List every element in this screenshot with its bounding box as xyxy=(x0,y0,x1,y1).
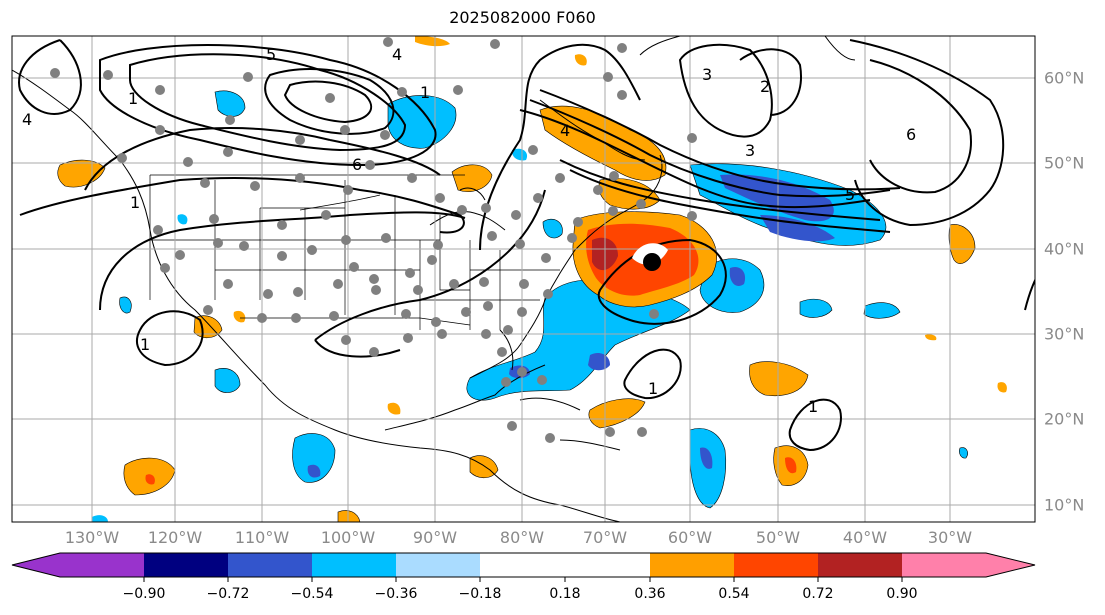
coastlines xyxy=(12,36,856,522)
storm-center-marker xyxy=(632,243,668,271)
colorbar-tick-label: −0.54 xyxy=(290,586,334,602)
lat-label: 60°N xyxy=(1044,68,1085,88)
contour-label: 5 xyxy=(845,185,855,204)
lon-label: 130°W xyxy=(64,528,120,547)
lon-label: 80°W xyxy=(499,528,545,547)
colorbar-tick-label: 0.18 xyxy=(549,586,581,602)
lon-label: 50°W xyxy=(755,528,801,547)
contour-label-group: 1 4 1 5 4 6 1 3 2 6 5 3 1 1 1 4 xyxy=(22,45,916,416)
contour-label: 1 xyxy=(130,193,140,212)
contour-label: 1 xyxy=(808,397,818,416)
colorbar-tick-label: 0.54 xyxy=(718,586,750,602)
colorbar-extend-low xyxy=(12,553,60,577)
contour-label: 1 xyxy=(128,89,138,108)
colorbar-tick-label: 0.36 xyxy=(634,586,666,602)
colorbar-tick-label: −0.18 xyxy=(458,586,502,602)
contour-label: 6 xyxy=(352,155,362,174)
colorbar-tick-label: −0.90 xyxy=(122,586,166,602)
colorbar-tick-label: −0.72 xyxy=(206,586,250,602)
colorbar-tick-label: 0.90 xyxy=(886,586,918,602)
contour-label: 1 xyxy=(140,335,150,354)
lon-label: 120°W xyxy=(147,528,203,547)
contour-label: 1 xyxy=(648,379,658,398)
lat-label: 40°N xyxy=(1044,239,1085,259)
contour-label: 3 xyxy=(702,65,712,84)
contour-label: 1 xyxy=(420,83,430,102)
lon-label: 60°W xyxy=(667,528,713,547)
contour-label: 5 xyxy=(266,45,276,64)
map-background xyxy=(12,36,1035,522)
station-dots xyxy=(50,37,697,443)
lon-label: 70°W xyxy=(582,528,628,547)
colorbar-tick-label: 0.72 xyxy=(802,586,834,602)
map-frame xyxy=(11,35,1036,523)
contour-label: 4 xyxy=(392,45,402,64)
lon-label: 90°W xyxy=(412,528,458,547)
contour-label: 3 xyxy=(745,141,755,160)
lon-label: 100°W xyxy=(320,528,376,547)
lat-label: 30°N xyxy=(1044,324,1085,344)
colorbar-tick-label: −0.36 xyxy=(374,586,418,602)
lon-label: 40°W xyxy=(842,528,888,547)
graticule xyxy=(12,36,1035,522)
contour-label: 6 xyxy=(906,125,916,144)
contour-lines xyxy=(18,39,1035,452)
contour-label: 2 xyxy=(760,77,770,96)
colorbar xyxy=(11,552,1036,582)
lon-label: 30°W xyxy=(927,528,973,547)
lat-label: 50°N xyxy=(1044,153,1085,173)
chart-title: 2025082000 F060 xyxy=(449,8,596,27)
contour-label: 4 xyxy=(560,121,570,140)
lon-label: 110°W xyxy=(234,528,290,547)
colorbar-extend-high xyxy=(986,553,1035,577)
lat-label: 20°N xyxy=(1044,409,1085,429)
contour-label: 4 xyxy=(22,110,32,129)
lat-label: 10°N xyxy=(1044,495,1085,515)
